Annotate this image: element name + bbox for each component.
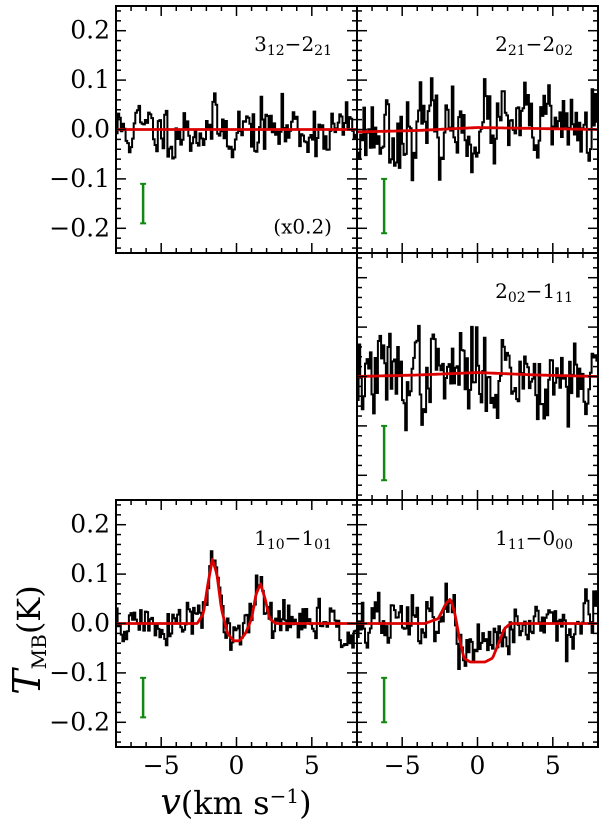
model-fit [116,557,357,643]
transition-label: 111−000 [495,526,573,553]
y-axis-title: TMB(K) [5,585,51,694]
model-fit [357,126,598,134]
transition-label: 312−221 [254,32,332,59]
y-tick-label: −0.2 [49,707,110,736]
axis-labels-layer: v(km s−1) TMB(K) [5,585,312,823]
observed-spectrum [357,324,598,432]
transition-label: 221−202 [495,32,573,59]
panel-p110: 0.2 0.1 0.0 −0.1 −0.2 −5 0 5 110−101 [49,499,358,780]
y-tick-label: 0.1 [70,559,110,588]
panel-p221: 221−202 [356,5,599,254]
panel-frame [356,499,599,748]
y-tick-label: 0.0 [70,115,110,144]
x-tick-label: 0 [470,751,486,780]
x-tick-label: 0 [229,751,245,780]
observed-spectrum [357,582,598,670]
panel-p312: 0.2 0.1 0.0 −0.1 −0.2 312−221 (x0.2) [49,5,358,254]
y-tick-label: −0.1 [49,658,110,687]
y-tick-label: 0.2 [70,510,110,539]
y-tick-label: −0.1 [49,164,110,193]
model-fit [357,598,598,664]
panels-layer: 0.2 0.1 0.0 −0.1 −0.2 312−221 (x0.2) 221−202 202… [49,5,599,780]
model-fit [357,371,598,378]
observed-spectrum [116,550,357,651]
y-tick-label: 0.2 [70,16,110,45]
transition-label: 110−101 [254,526,332,553]
scale-note: (x0.2) [273,214,332,238]
error-bar [381,676,388,724]
y-tick-label: 0.0 [70,609,110,638]
panel-p111: −5 0 5 111−000 [356,499,599,780]
x-tick-label: 5 [545,751,561,780]
error-bar [381,424,388,482]
x-tick-label: 5 [304,751,320,780]
observed-spectrum [116,92,357,160]
x-tick-label: −5 [143,751,180,780]
x-axis-title: v(km s−1) [160,782,311,823]
transition-label: 202−111 [495,279,573,306]
panel-p202: 202−111 [356,252,599,501]
x-tick-label: −5 [384,751,421,780]
error-bar [381,177,388,235]
error-bar [140,676,147,719]
y-tick-label: 0.1 [70,65,110,94]
error-bar [140,182,147,225]
y-tick-label: −0.2 [49,213,110,242]
